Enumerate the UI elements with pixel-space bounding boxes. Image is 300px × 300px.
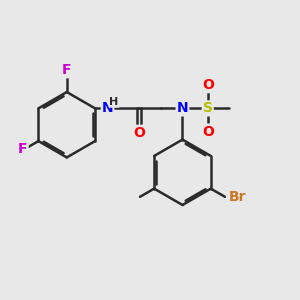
Text: S: S (203, 101, 213, 116)
Text: O: O (202, 78, 214, 92)
Text: O: O (202, 124, 214, 139)
Text: Br: Br (229, 190, 246, 204)
Text: N: N (102, 101, 113, 116)
Text: N: N (177, 101, 188, 116)
Text: H: H (110, 97, 119, 107)
Text: F: F (18, 142, 28, 156)
Text: O: O (133, 126, 145, 140)
Text: F: F (62, 63, 71, 77)
